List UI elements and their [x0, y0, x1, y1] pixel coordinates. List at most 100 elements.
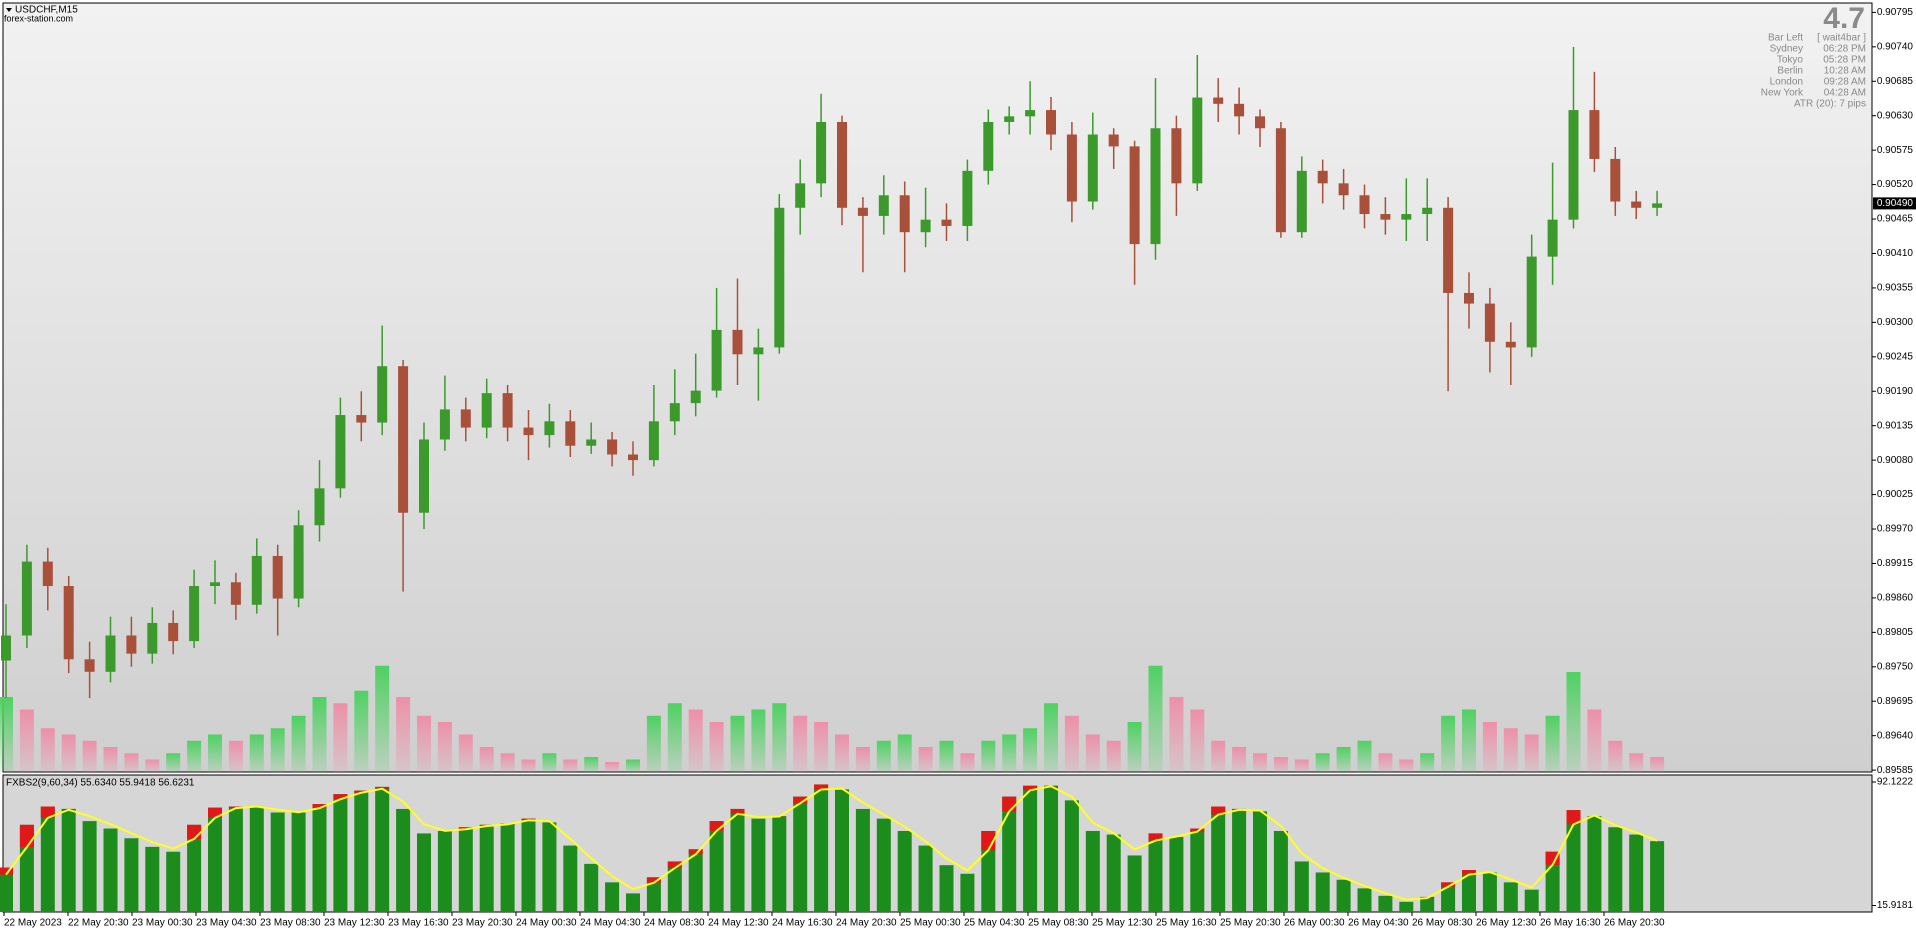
info-label: Sydney — [1770, 44, 1803, 55]
y-tick-label: 0.90410 — [1877, 248, 1914, 259]
info-label: Bar Left — [1768, 33, 1803, 44]
indicator-title: FXBS2(9,60,34) 55.6340 55.9418 56.6231 — [6, 778, 195, 789]
volume-bar — [417, 715, 431, 772]
candle-body — [1066, 134, 1077, 202]
x-tick-label: 24 May 08:30 — [644, 918, 705, 929]
candle-body — [251, 555, 262, 605]
candle-body — [419, 439, 429, 513]
candle-body — [899, 195, 910, 233]
candle-body — [1547, 219, 1558, 257]
volume-bar — [730, 715, 745, 772]
current-price-label: 0.90490 — [1877, 198, 1914, 209]
indicator-bar — [187, 824, 202, 912]
candle-body — [753, 347, 764, 355]
price-panel — [2, 2, 1873, 773]
volume-bar — [939, 740, 954, 772]
indicator-bar — [1399, 901, 1414, 912]
indicator-rise — [354, 790, 369, 793]
indicator-bar — [228, 806, 243, 912]
volume-bar — [1336, 747, 1351, 772]
candle-body — [1443, 207, 1454, 293]
candle-body — [1526, 256, 1537, 348]
menu-triangle[interactable] — [6, 8, 12, 12]
volume-bar — [82, 740, 97, 772]
indicator-bar — [40, 806, 55, 912]
indicator-bar — [1608, 827, 1623, 912]
candle-body — [837, 121, 847, 208]
y-tick-label: 0.89695 — [1877, 696, 1914, 707]
volume-bar — [542, 753, 557, 772]
candle-body — [1505, 341, 1516, 348]
indicator-rise — [688, 849, 703, 855]
indicator-bar — [1378, 895, 1393, 912]
y-tick-label: 92.1222 — [1877, 777, 1914, 788]
volume-bar — [1399, 759, 1414, 772]
candle-body — [565, 421, 576, 446]
signal-line — [5, 785, 1658, 901]
volume-bar — [1294, 759, 1309, 772]
candle-body — [1317, 170, 1328, 184]
indicator-bar — [61, 808, 76, 912]
candle-body — [816, 121, 827, 184]
indicator-rise — [208, 807, 222, 818]
indicator-bar — [354, 790, 369, 912]
candle-body — [481, 393, 492, 428]
volume-bar — [1232, 747, 1247, 772]
info-value: [ wait4bar ] — [1817, 33, 1866, 44]
candle-body — [920, 219, 931, 233]
volume-bar — [1315, 753, 1330, 772]
indicator-bar — [1232, 808, 1247, 912]
volume-bar — [688, 709, 703, 772]
x-tick-label: 26 May 20:30 — [1604, 918, 1665, 929]
volume-bar — [1378, 753, 1393, 772]
volume-bar — [835, 734, 849, 772]
indicator-bar — [1085, 830, 1100, 912]
candle-body — [1631, 201, 1642, 208]
y-tick-label: 0.90190 — [1877, 386, 1914, 397]
candle-body — [377, 366, 388, 423]
indicator-bar — [208, 807, 222, 912]
x-tick-label: 23 May 16:30 — [388, 918, 449, 929]
site: forex-station.com — [4, 13, 73, 23]
y-tick-label: 0.89805 — [1877, 627, 1914, 638]
indicator-bar — [1253, 811, 1267, 912]
volume-bar — [1106, 740, 1121, 772]
candle-body — [1129, 146, 1140, 245]
candle-body — [230, 582, 241, 605]
indicator-rise — [333, 794, 348, 800]
candle-body — [983, 121, 994, 171]
volume-bar — [1587, 709, 1602, 772]
volume-bar — [1462, 709, 1476, 772]
indicator-rise — [793, 796, 808, 804]
y-tick-label: 0.89915 — [1877, 558, 1914, 569]
candle-body — [1610, 158, 1621, 202]
info-panel: Bar Left [ wait4bar ] Sydney 06:28 PM Tokyo 0… — [1761, 33, 1866, 99]
candle-body — [1589, 110, 1600, 159]
volume-bar — [1503, 728, 1518, 772]
candle-body — [460, 409, 471, 428]
y-tick-label: 0.89860 — [1877, 593, 1914, 604]
volume-bar — [563, 759, 578, 772]
x-tick-label: 24 May 20:30 — [836, 918, 897, 929]
candle-body — [523, 427, 534, 436]
indicator-bar — [1336, 879, 1351, 912]
indicator-bar — [1357, 888, 1372, 912]
indicator-rise — [187, 824, 202, 839]
info-value: 05:28 PM — [1823, 55, 1866, 66]
indicator-bar — [1106, 834, 1121, 912]
indicator-bar — [145, 846, 160, 912]
y-tick-label: 0.89585 — [1877, 765, 1914, 776]
y-tick-label: 0.90465 — [1877, 214, 1914, 225]
volume-bar — [584, 757, 599, 772]
volume-bar — [876, 740, 891, 772]
candle-body — [356, 415, 367, 423]
y-tick-label: 0.90025 — [1877, 489, 1914, 500]
indicator-rise — [1462, 870, 1476, 875]
y-tick-label: 0.90355 — [1877, 283, 1914, 294]
candle-body — [1422, 207, 1433, 215]
indicator-rise — [1211, 806, 1226, 815]
indicator-bar — [1148, 833, 1163, 912]
y-tick-label: 0.90630 — [1877, 110, 1914, 121]
x-tick-label: 26 May 04:30 — [1348, 918, 1409, 929]
